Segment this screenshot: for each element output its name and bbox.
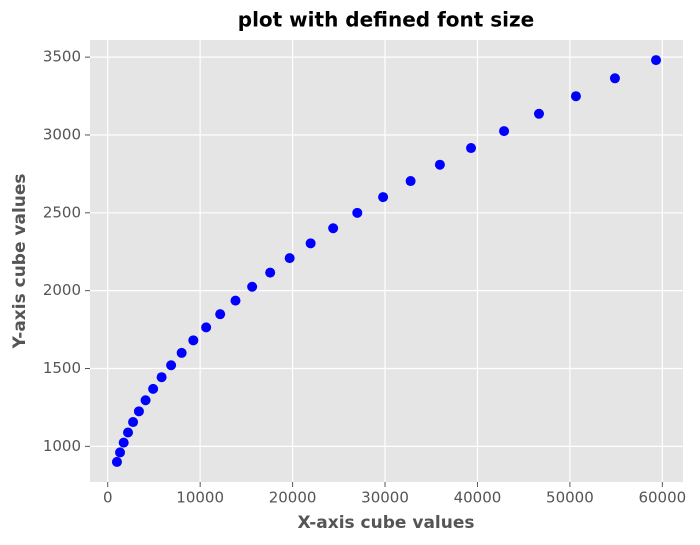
point (466, 143, 477, 154)
point (111, 456, 122, 467)
point (188, 335, 199, 346)
x-tick-label: 40000 (454, 489, 502, 507)
point (305, 238, 316, 249)
x-tick-label: 60000 (638, 489, 686, 507)
y-tick-label: 2000 (43, 281, 81, 299)
point (352, 207, 363, 218)
point (133, 406, 144, 417)
point (434, 159, 445, 170)
y-tick-label: 3000 (43, 125, 81, 143)
point (176, 347, 187, 358)
y-axis-label: Y-axis cube values (10, 173, 30, 349)
point (201, 322, 212, 333)
chart-title: plot with defined font size (238, 8, 534, 32)
x-tick-label: 50000 (546, 489, 594, 507)
x-tick-label: 10000 (176, 489, 224, 507)
y-tick-label: 2500 (43, 203, 81, 221)
point (609, 73, 620, 84)
point (328, 223, 339, 234)
point (499, 126, 510, 137)
point (284, 253, 295, 264)
x-axis-label: X-axis cube values (297, 513, 474, 533)
point (230, 295, 241, 306)
x-tick-label: 0 (103, 489, 113, 507)
y-tick-label: 1500 (43, 359, 81, 377)
point (128, 417, 139, 428)
y-tick-label: 1000 (43, 437, 81, 455)
point (378, 192, 389, 203)
point (115, 447, 126, 458)
y-tick-label: 3500 (43, 48, 81, 66)
point (148, 383, 159, 394)
point (156, 372, 167, 383)
plot-area (90, 40, 683, 482)
point (247, 281, 258, 292)
point (166, 360, 177, 371)
x-tick-label: 20000 (269, 489, 317, 507)
point (651, 55, 662, 66)
point (570, 91, 581, 102)
point (123, 427, 134, 438)
point (215, 309, 226, 320)
point (118, 437, 129, 448)
point (140, 395, 151, 406)
point (265, 267, 276, 278)
point (405, 176, 416, 187)
point (533, 108, 544, 119)
x-tick-label: 30000 (361, 489, 409, 507)
